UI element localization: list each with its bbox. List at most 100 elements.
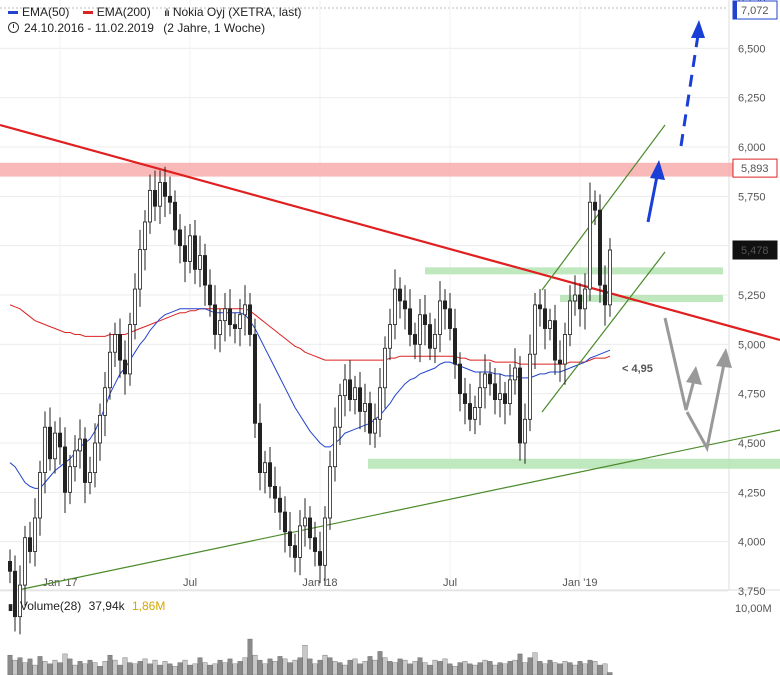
volume-bar bbox=[542, 663, 548, 675]
volume-bar bbox=[402, 659, 408, 675]
volume-axis-label: 10,00M bbox=[735, 603, 772, 615]
legend-ema50: EMA(50) bbox=[8, 5, 69, 19]
candle bbox=[53, 421, 58, 474]
candle bbox=[492, 368, 497, 415]
candle bbox=[113, 322, 118, 368]
candle bbox=[427, 312, 432, 361]
candle bbox=[137, 229, 142, 307]
volume-bar bbox=[332, 661, 338, 675]
candle bbox=[78, 419, 83, 469]
y-tick-label: 5,750 bbox=[738, 191, 766, 203]
volume-bar bbox=[37, 656, 43, 675]
volume-bar bbox=[447, 663, 453, 675]
trendlines bbox=[0, 123, 780, 591]
candle bbox=[467, 383, 472, 432]
annotation-label: < 4,95 bbox=[622, 363, 653, 375]
solid-arrow-head bbox=[650, 160, 665, 180]
volume-bar bbox=[202, 662, 208, 675]
clock-icon bbox=[8, 22, 19, 33]
legend-ema200: EMA(200) bbox=[82, 5, 151, 19]
volume-bar bbox=[52, 659, 58, 675]
candle bbox=[27, 521, 32, 564]
candle bbox=[437, 281, 442, 353]
candle bbox=[608, 238, 613, 317]
gray-scenario-arrow-1 bbox=[663, 317, 696, 411]
candle bbox=[68, 454, 73, 505]
candle bbox=[297, 510, 302, 576]
volume-bar bbox=[577, 661, 583, 675]
volume-label: Volume(28) bbox=[19, 599, 82, 613]
volume-bar bbox=[62, 653, 68, 675]
volume-bar bbox=[462, 661, 468, 675]
candle bbox=[367, 391, 372, 445]
volume-bar bbox=[302, 645, 308, 675]
candle bbox=[302, 498, 307, 547]
volume-bar bbox=[587, 659, 593, 675]
volume-bar bbox=[147, 663, 153, 675]
volume-bars: 10,00M bbox=[7, 603, 772, 675]
candle bbox=[7, 549, 12, 584]
candle bbox=[232, 312, 237, 344]
candle bbox=[452, 308, 457, 379]
candle bbox=[573, 275, 578, 316]
candle bbox=[523, 403, 528, 464]
candle bbox=[342, 364, 347, 417]
legend-instrument: ılı Nokia Oyj (XETRA, last) bbox=[164, 5, 301, 19]
channel-upper-line bbox=[541, 124, 666, 291]
volume-bar bbox=[362, 661, 368, 675]
candle bbox=[17, 565, 22, 635]
y-tick-label: 6,000 bbox=[738, 142, 766, 154]
candle bbox=[502, 381, 507, 425]
candle bbox=[282, 496, 287, 553]
candle bbox=[422, 294, 427, 346]
volume-bar bbox=[412, 661, 418, 675]
volume-bar bbox=[467, 663, 473, 675]
volume-bar bbox=[142, 658, 148, 675]
candle bbox=[127, 312, 132, 386]
x-tick-label: Jan '17 bbox=[42, 577, 77, 589]
downtrend-line bbox=[0, 123, 780, 342]
candlestick-icon: ılı bbox=[164, 8, 170, 19]
volume-bar bbox=[257, 659, 263, 675]
candle bbox=[202, 243, 207, 306]
volume-bar bbox=[17, 657, 23, 675]
volume-bar bbox=[22, 662, 28, 675]
volume-bar bbox=[417, 657, 423, 675]
x-tick-label: Jul bbox=[183, 577, 197, 589]
candle bbox=[442, 289, 447, 330]
candle bbox=[603, 265, 608, 326]
candle bbox=[377, 368, 382, 438]
candle bbox=[12, 555, 17, 632]
candle bbox=[132, 273, 137, 340]
volume-bar bbox=[532, 652, 538, 675]
volume-bar bbox=[127, 662, 133, 675]
candle bbox=[352, 375, 357, 415]
volume-bar bbox=[422, 662, 428, 675]
volume-bar bbox=[407, 663, 413, 675]
volume-legend: ▮▮ Volume(28) 37,94k 1,86M bbox=[8, 599, 165, 613]
price-axis: 6,7506,5006,2506,0005,7505,5005,2505,000… bbox=[728, 0, 766, 598]
range-detail: (2 Jahre, 1 Woche) bbox=[163, 21, 266, 35]
candle bbox=[347, 360, 352, 412]
volume-bar bbox=[567, 662, 573, 675]
volume-bar bbox=[67, 658, 73, 675]
volume-bar bbox=[287, 662, 293, 675]
y-tick-label: 5,250 bbox=[738, 290, 766, 302]
y-tick-label: 4,500 bbox=[738, 438, 766, 450]
volume-bar bbox=[572, 664, 578, 675]
candle bbox=[372, 403, 377, 448]
volume-bar bbox=[387, 661, 393, 675]
price-labels: 7,072 5,893 5,478 bbox=[732, 0, 778, 260]
volume-bar bbox=[347, 659, 353, 675]
candle bbox=[83, 427, 88, 504]
volume-bar bbox=[327, 657, 333, 675]
volume-bar bbox=[232, 663, 238, 675]
volume-bar bbox=[177, 662, 183, 675]
candle bbox=[312, 521, 317, 567]
volume-bar bbox=[597, 664, 603, 675]
y-tick-label: 6,250 bbox=[738, 93, 766, 105]
volume-bar bbox=[197, 657, 203, 675]
volume-bar bbox=[182, 659, 188, 675]
candle bbox=[472, 395, 477, 435]
candle bbox=[387, 308, 392, 361]
